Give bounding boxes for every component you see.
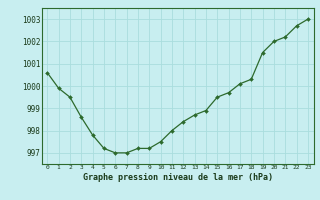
X-axis label: Graphe pression niveau de la mer (hPa): Graphe pression niveau de la mer (hPa)	[83, 173, 273, 182]
